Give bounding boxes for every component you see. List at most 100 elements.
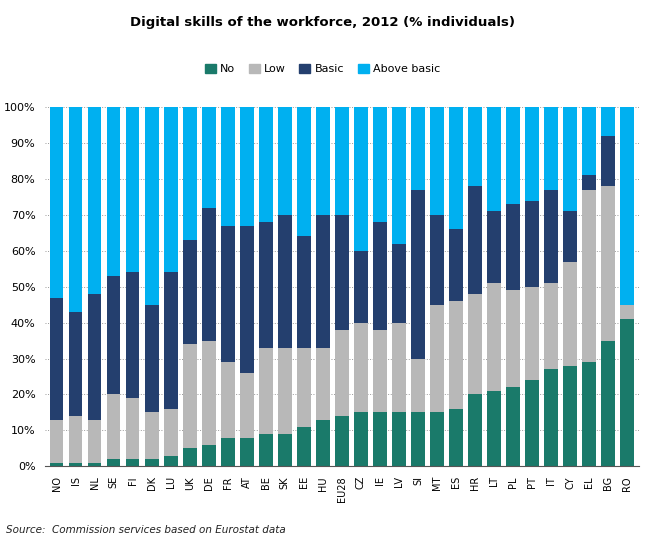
Bar [411, 107, 425, 190]
Bar [107, 394, 121, 459]
Bar [582, 190, 596, 362]
Bar [411, 359, 425, 413]
Bar [525, 380, 539, 466]
Bar [240, 373, 253, 437]
Bar [88, 463, 101, 466]
Bar [449, 409, 463, 466]
Text: Digital skills of the workforce, 2012 (% individuals): Digital skills of the workforce, 2012 (%… [130, 16, 515, 29]
Bar [202, 445, 215, 466]
Bar [544, 190, 558, 283]
Bar [221, 107, 235, 226]
Bar [620, 304, 634, 319]
Bar [240, 226, 253, 373]
Bar [278, 348, 292, 434]
Bar [620, 319, 634, 466]
Bar [183, 448, 197, 466]
Bar [316, 420, 330, 466]
Bar [487, 391, 501, 466]
Bar [259, 348, 273, 434]
Bar [544, 283, 558, 369]
Bar [373, 222, 387, 330]
Bar [145, 304, 159, 413]
Bar [601, 186, 615, 341]
Bar [164, 409, 177, 456]
Bar [183, 344, 197, 448]
Bar [107, 107, 121, 276]
Bar [107, 459, 121, 466]
Bar [449, 301, 463, 409]
Bar [164, 456, 177, 466]
Bar [50, 463, 63, 466]
Bar [69, 312, 83, 416]
Bar [335, 107, 349, 215]
Bar [297, 348, 311, 427]
Bar [449, 229, 463, 301]
Bar [601, 136, 615, 186]
Bar [316, 107, 330, 215]
Bar [164, 107, 177, 272]
Bar [563, 211, 577, 262]
Bar [449, 107, 463, 229]
Bar [563, 366, 577, 466]
Bar [278, 434, 292, 466]
Bar [601, 107, 615, 136]
Bar [468, 186, 482, 294]
Bar [316, 348, 330, 420]
Bar [183, 107, 197, 240]
Bar [468, 394, 482, 466]
Bar [411, 190, 425, 359]
Bar [525, 200, 539, 287]
Bar [145, 413, 159, 459]
Bar [183, 240, 197, 344]
Bar [335, 330, 349, 416]
Text: Source:  Commission services based on Eurostat data: Source: Commission services based on Eur… [6, 525, 286, 535]
Bar [316, 215, 330, 348]
Bar [525, 287, 539, 380]
Bar [601, 341, 615, 466]
Bar [392, 323, 406, 413]
Bar [126, 459, 139, 466]
Bar [88, 420, 101, 463]
Bar [297, 427, 311, 466]
Bar [525, 107, 539, 200]
Bar [544, 369, 558, 466]
Bar [259, 222, 273, 348]
Bar [221, 437, 235, 466]
Bar [430, 215, 444, 304]
Bar [430, 304, 444, 413]
Bar [563, 107, 577, 211]
Bar [50, 420, 63, 463]
Bar [221, 226, 235, 362]
Bar [563, 262, 577, 366]
Bar [145, 107, 159, 304]
Bar [430, 107, 444, 215]
Bar [620, 107, 634, 304]
Bar [392, 244, 406, 323]
Bar [278, 215, 292, 348]
Bar [240, 437, 253, 466]
Bar [335, 215, 349, 330]
Bar [373, 330, 387, 413]
Bar [487, 211, 501, 283]
Bar [373, 413, 387, 466]
Bar [392, 107, 406, 244]
Bar [544, 107, 558, 190]
Bar [487, 283, 501, 391]
Bar [259, 434, 273, 466]
Bar [164, 272, 177, 409]
Bar [411, 413, 425, 466]
Legend: No, Low, Basic, Above basic: No, Low, Basic, Above basic [200, 59, 445, 78]
Bar [126, 107, 139, 272]
Bar [430, 413, 444, 466]
Bar [468, 107, 482, 186]
Bar [354, 413, 368, 466]
Bar [373, 107, 387, 222]
Bar [506, 107, 520, 204]
Bar [506, 291, 520, 388]
Bar [278, 107, 292, 215]
Bar [126, 272, 139, 398]
Bar [354, 107, 368, 251]
Bar [506, 204, 520, 291]
Bar [297, 236, 311, 348]
Bar [468, 294, 482, 394]
